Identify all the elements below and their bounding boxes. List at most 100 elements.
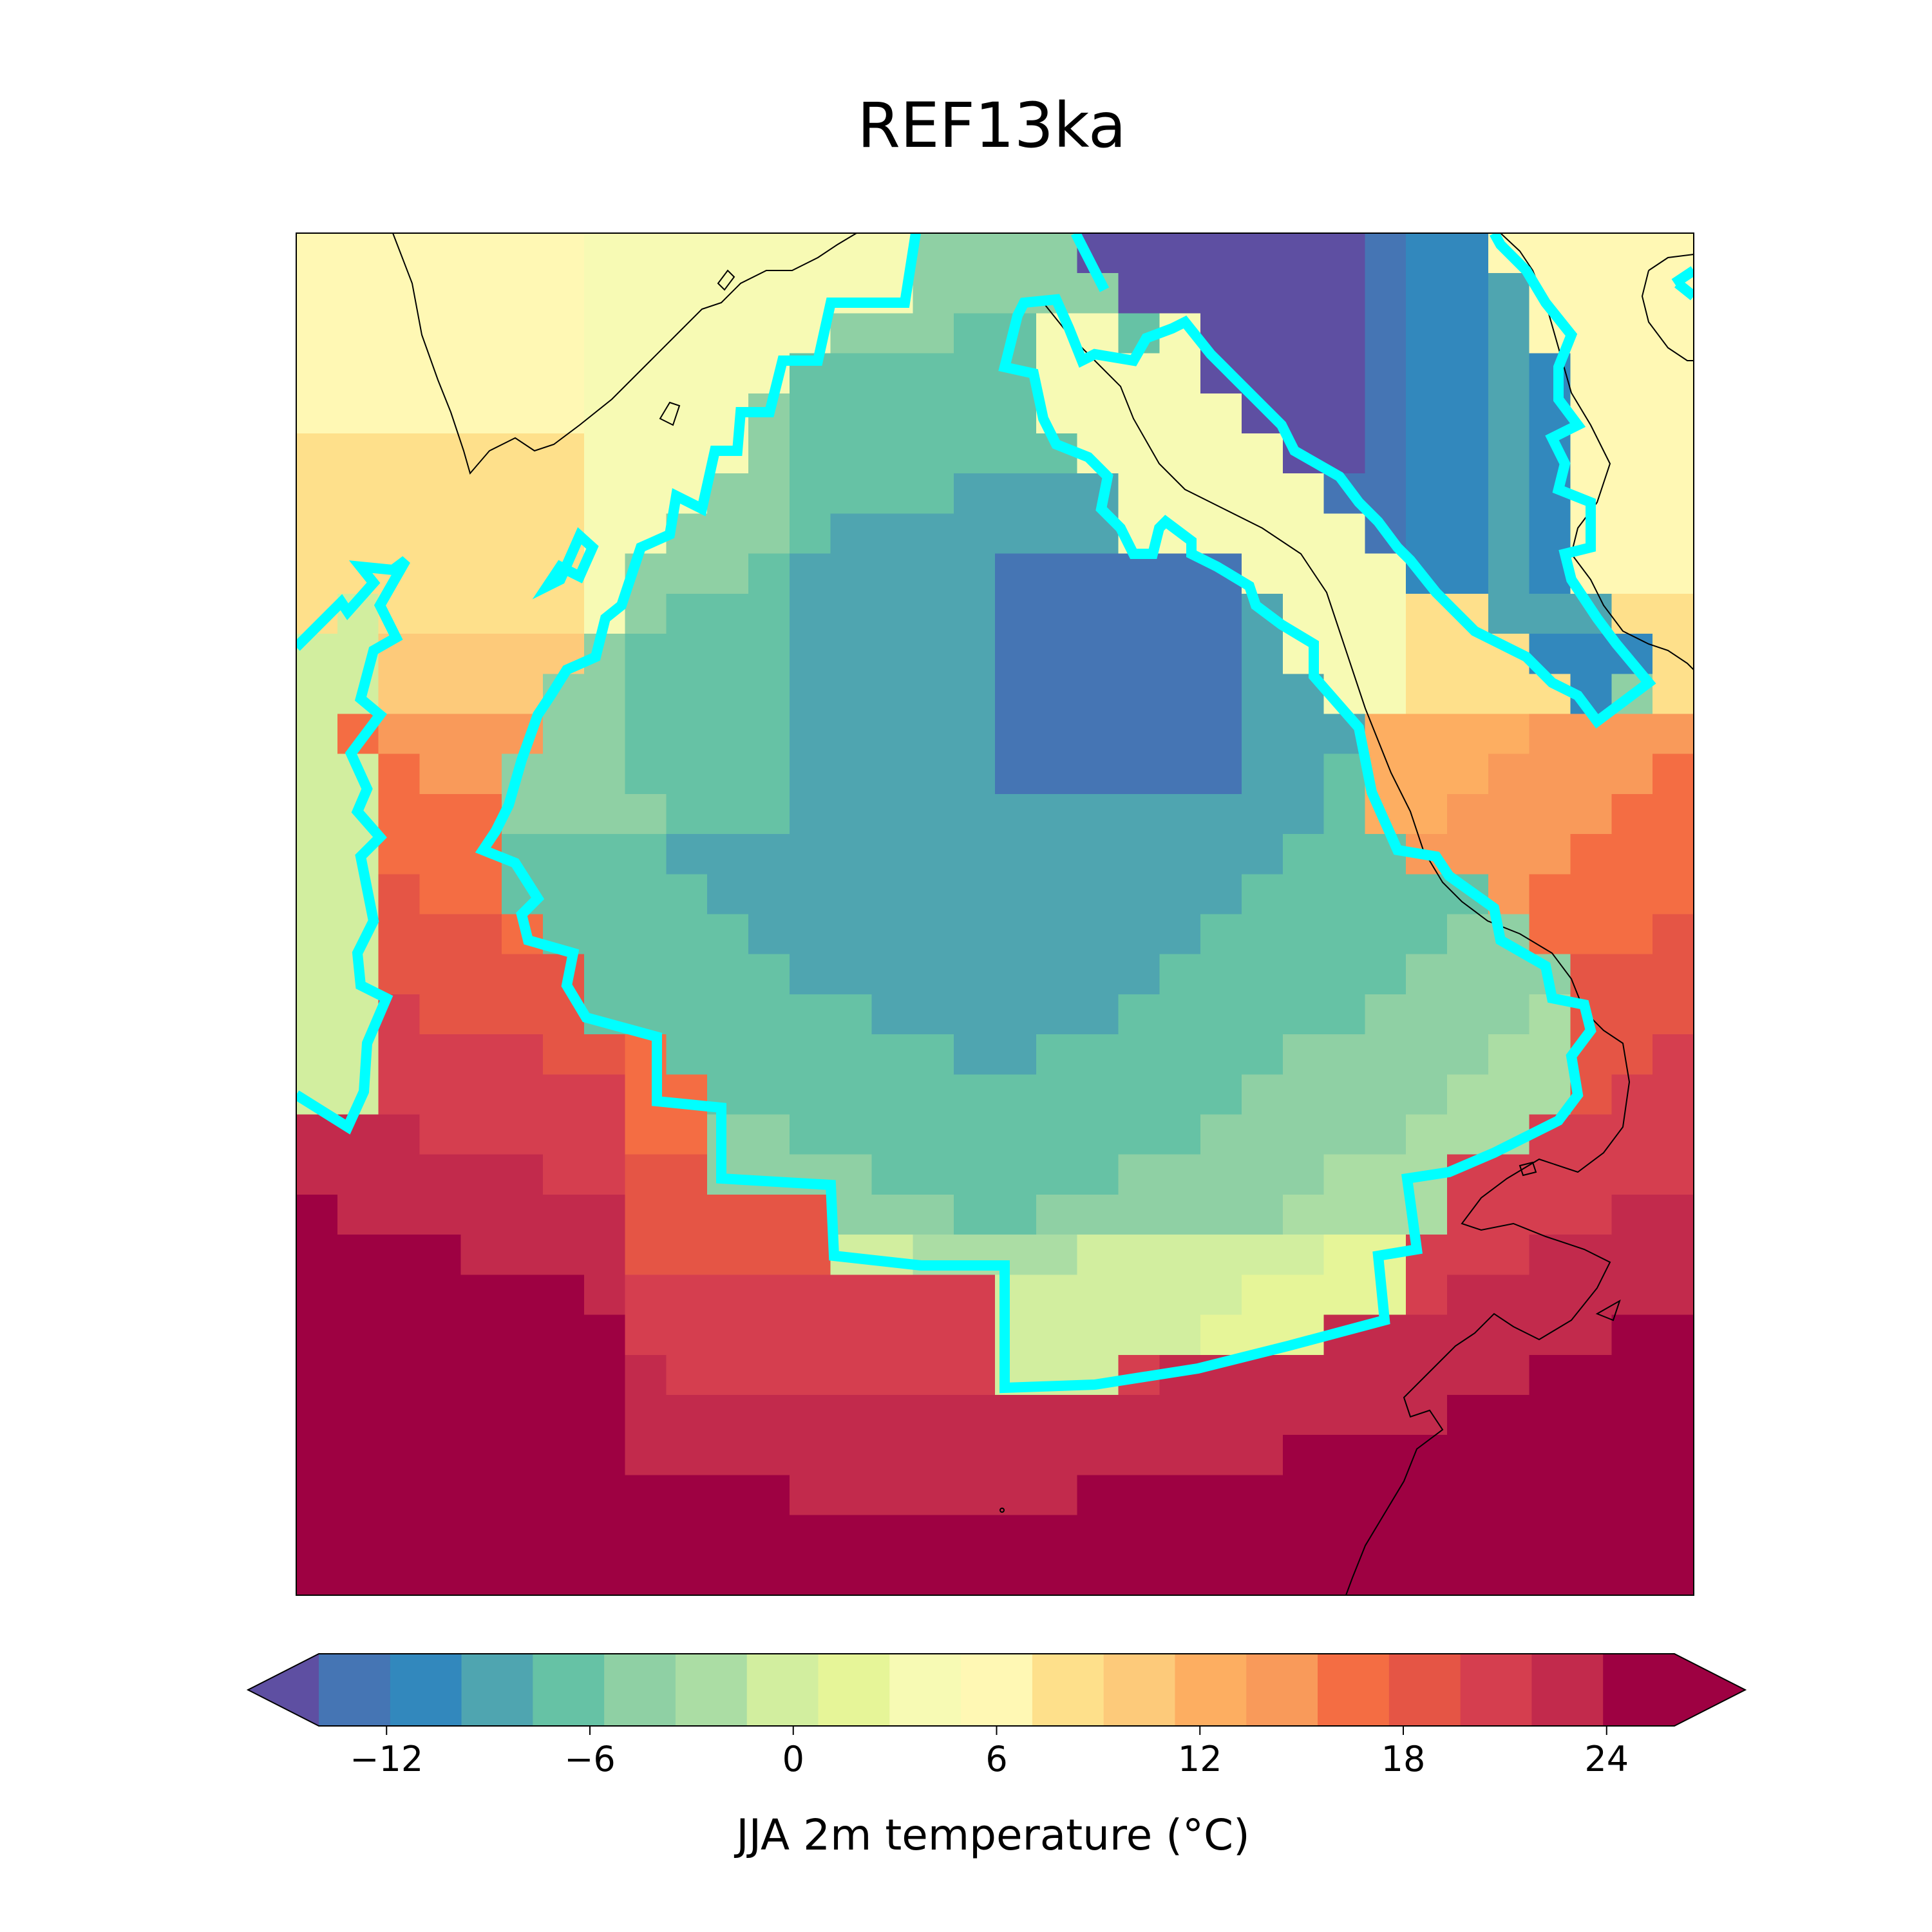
temperature-cell — [830, 834, 873, 875]
temperature-cell — [1241, 994, 1283, 1035]
colorbar-extend-high — [1674, 1654, 1745, 1726]
temperature-cell — [502, 553, 544, 594]
temperature-cell — [1406, 1555, 1448, 1595]
temperature-cell — [871, 1274, 914, 1316]
temperature-cell — [1611, 1555, 1653, 1595]
temperature-cell — [502, 1034, 544, 1075]
temperature-cell — [1406, 634, 1448, 675]
temperature-cell — [502, 1435, 544, 1476]
temperature-cell — [1241, 313, 1283, 354]
temperature-cell — [1118, 994, 1160, 1035]
temperature-cell — [1653, 1034, 1694, 1075]
temperature-cell — [871, 634, 914, 675]
temperature-cell — [1323, 954, 1366, 995]
temperature-cell — [1200, 233, 1242, 274]
temperature-cell — [1323, 313, 1366, 354]
temperature-cell — [913, 1034, 954, 1075]
temperature-cell — [748, 513, 790, 554]
temperature-cell — [1447, 1074, 1489, 1115]
temperature-cell — [460, 874, 502, 915]
temperature-cell — [830, 433, 873, 474]
temperature-cell — [1570, 1235, 1613, 1276]
temperature-cell — [1077, 954, 1119, 995]
temperature-cell — [1118, 914, 1160, 955]
temperature-cell — [1406, 1114, 1448, 1155]
temperature-cell — [1447, 954, 1489, 995]
temperature-cell — [1323, 874, 1366, 915]
temperature-cell — [1365, 714, 1406, 755]
temperature-cell — [954, 593, 996, 634]
temperature-cell — [954, 1114, 996, 1155]
temperature-cell — [1200, 1395, 1242, 1435]
temperature-cell — [460, 513, 502, 554]
temperature-cell — [995, 714, 1037, 755]
temperature-cell — [995, 1194, 1037, 1235]
temperature-cell — [1323, 1395, 1366, 1435]
temperature-cell — [1077, 1555, 1119, 1595]
temperature-cell — [542, 1154, 585, 1195]
temperature-cell — [995, 753, 1037, 795]
temperature-cell — [1365, 1034, 1406, 1075]
temperature-cell — [1241, 273, 1283, 314]
temperature-cell — [542, 473, 585, 515]
temperature-cell — [583, 1194, 626, 1235]
temperature-cell — [296, 513, 338, 554]
temperature-cell — [707, 674, 749, 715]
temperature-cell — [1323, 1515, 1366, 1556]
temperature-cell — [1159, 634, 1201, 675]
temperature-cell — [871, 793, 914, 835]
temperature-cell — [1200, 393, 1242, 434]
temperature-cell — [707, 353, 749, 394]
temperature-cell — [707, 954, 749, 995]
temperature-cell — [502, 513, 544, 554]
temperature-cell — [871, 1395, 914, 1435]
temperature-cell — [378, 1235, 421, 1276]
temperature-cell — [1406, 674, 1448, 715]
temperature-cell — [337, 1235, 379, 1276]
temperature-cell — [1036, 473, 1078, 515]
temperature-cell — [1282, 1154, 1325, 1195]
temperature-cell — [1365, 914, 1406, 955]
temperature-cell — [296, 273, 338, 314]
temperature-cell — [789, 473, 831, 515]
temperature-cell — [1406, 994, 1448, 1035]
temperature-cell — [1323, 273, 1366, 314]
temperature-cell — [1406, 1395, 1448, 1435]
temperature-cell — [1653, 593, 1694, 634]
temperature-cell — [1282, 914, 1325, 955]
temperature-cell — [1159, 273, 1201, 314]
temperature-cell — [1611, 954, 1653, 995]
temperature-cell — [1529, 1395, 1571, 1435]
temperature-cell — [871, 1475, 914, 1516]
temperature-cell — [460, 674, 502, 715]
temperature-cell — [995, 994, 1037, 1035]
temperature-cell — [1200, 874, 1242, 915]
temperature-cell — [1570, 753, 1613, 795]
temperature-cell — [460, 313, 502, 354]
temperature-cell — [954, 1354, 996, 1396]
temperature-cell — [1118, 634, 1160, 675]
temperature-cell — [1118, 1235, 1160, 1276]
temperature-cell — [625, 874, 667, 915]
temperature-cell — [502, 1154, 544, 1195]
temperature-cell — [378, 714, 421, 755]
temperature-cell — [830, 473, 873, 515]
temperature-cell — [1488, 553, 1530, 594]
temperature-cell — [1118, 874, 1160, 915]
coastline-north-america-east — [1043, 302, 1631, 1595]
temperature-cell — [296, 353, 338, 394]
temperature-cell — [913, 313, 954, 354]
colorbar-segment — [818, 1654, 890, 1726]
temperature-cell — [954, 1314, 996, 1356]
temperature-cell — [1241, 513, 1283, 554]
temperature-cell — [1323, 914, 1366, 955]
temperature-cell — [337, 473, 379, 515]
temperature-cell — [1200, 1114, 1242, 1155]
temperature-cell — [748, 914, 790, 955]
temperature-cell — [502, 1354, 544, 1396]
temperature-cell — [748, 1475, 790, 1516]
temperature-cell — [1323, 233, 1366, 274]
temperature-cell — [1118, 233, 1160, 274]
temperature-cell — [1077, 793, 1119, 835]
temperature-cell — [1488, 1274, 1530, 1316]
